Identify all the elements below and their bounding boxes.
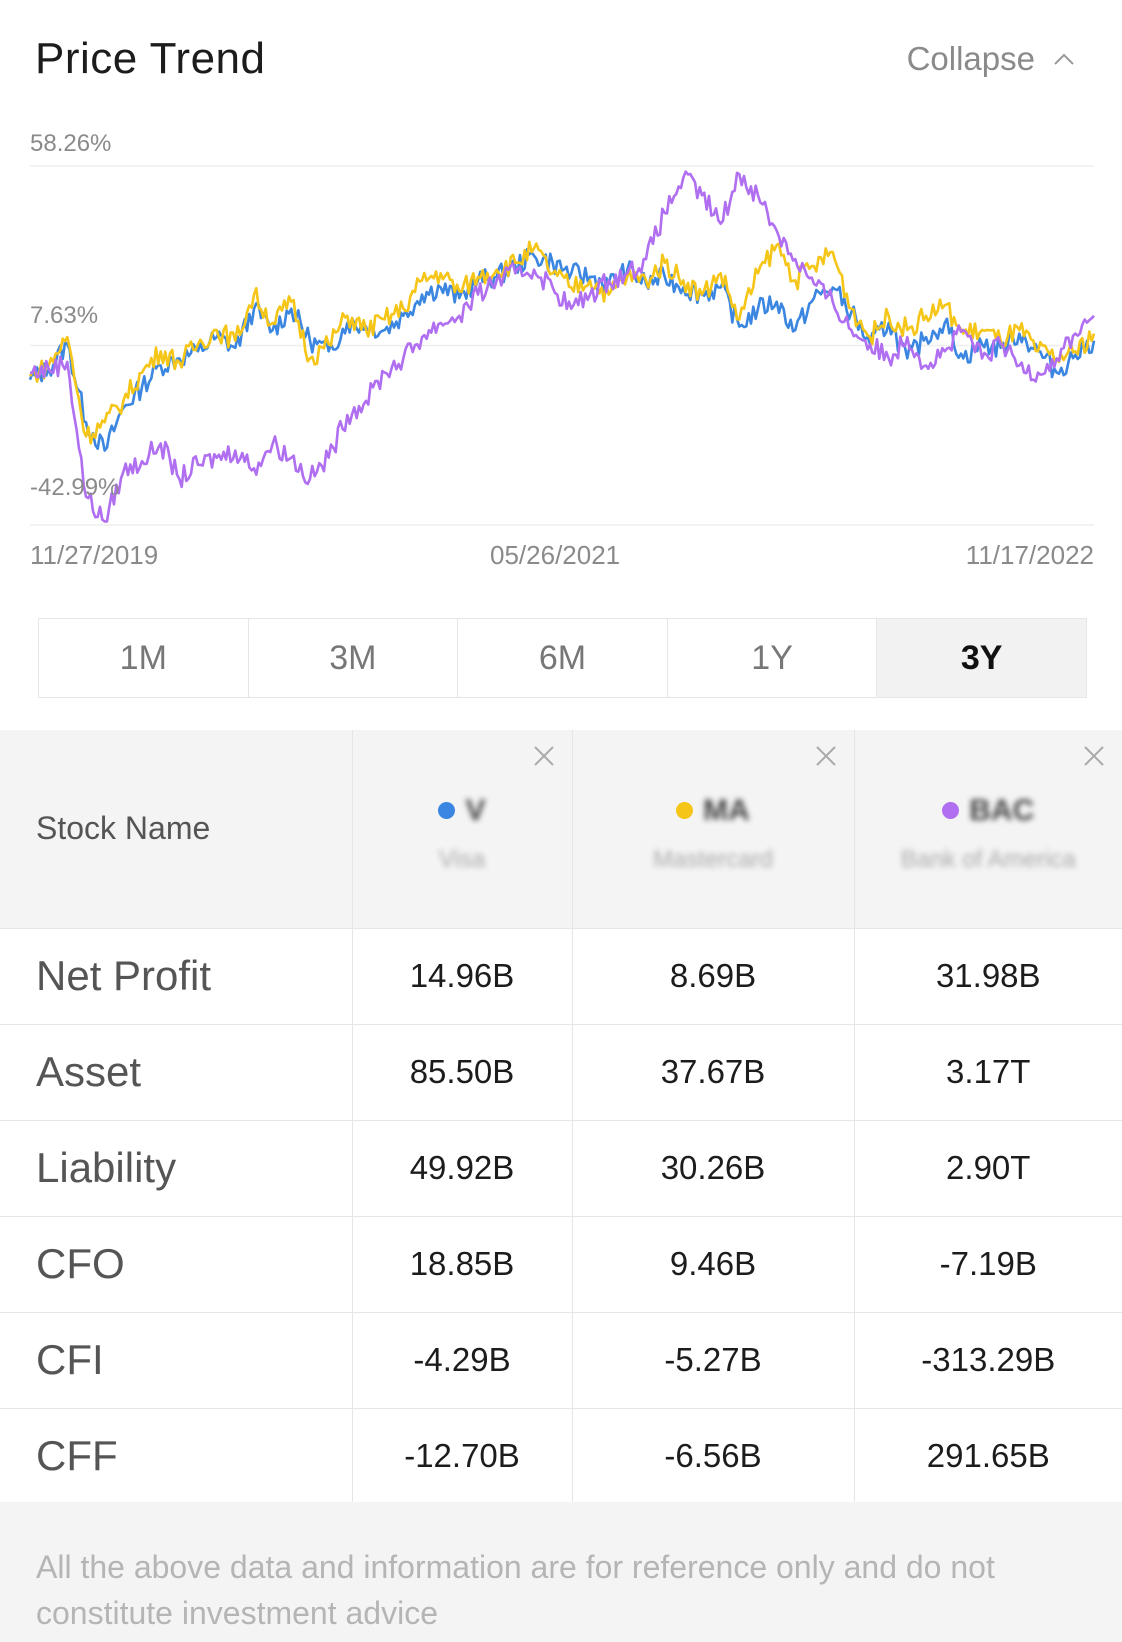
- table-cell: 291.65B: [854, 1408, 1122, 1505]
- table-cell: -4.29B: [352, 1312, 573, 1409]
- x-tick-label-mid: 05/26/2021: [490, 540, 621, 570]
- y-tick-label-mid: 7.63%: [30, 302, 99, 329]
- row-label: Liability: [0, 1120, 353, 1217]
- table-row: CFF -12.70B -6.56B 291.65B: [0, 1408, 1122, 1505]
- y-tick-label-top: 58.26%: [30, 130, 112, 157]
- table-cell: -5.27B: [572, 1312, 855, 1409]
- table-cell: 85.50B: [352, 1024, 573, 1121]
- close-icon[interactable]: [530, 742, 558, 770]
- period-tab-1y[interactable]: 1Y: [668, 619, 878, 697]
- period-tab-1m[interactable]: 1M: [39, 619, 249, 697]
- table-cell: -313.29B: [854, 1312, 1122, 1409]
- stock-ticker: BAC: [969, 793, 1035, 827]
- stock-name-header: Stock Name: [0, 730, 353, 929]
- close-icon[interactable]: [1080, 742, 1108, 770]
- header: Price Trend Collapse: [0, 0, 1122, 120]
- stock-full-name: Visa: [438, 845, 486, 873]
- row-label: Asset: [0, 1024, 353, 1121]
- table-cell: 18.85B: [352, 1216, 573, 1313]
- chart-canvas: [28, 165, 1096, 526]
- table-cell: -7.19B: [854, 1216, 1122, 1313]
- row-label: CFI: [0, 1312, 353, 1409]
- series-line-2: [29, 170, 1095, 523]
- series-color-dot: [942, 802, 960, 820]
- table-row: Net Profit 14.96B 8.69B 31.98B: [0, 928, 1122, 1025]
- table-cell: 2.90T: [854, 1120, 1122, 1217]
- period-selector: 1M 3M 6M 1Y 3Y: [38, 618, 1087, 698]
- series-line-1: [28, 240, 1096, 445]
- table-cell: 14.96B: [352, 928, 573, 1025]
- comparison-table: Stock Name V Visa MA Mastercard BAC Bank…: [0, 730, 1122, 1505]
- table-cell: 31.98B: [854, 928, 1122, 1025]
- y-tick-label-bottom: -42.99%: [30, 474, 120, 501]
- series-color-dot: [438, 802, 456, 820]
- collapse-label: Collapse: [906, 40, 1035, 77]
- table-cell: 8.69B: [572, 928, 855, 1025]
- table-cell: -6.56B: [572, 1408, 855, 1505]
- table-cell: 49.92B: [352, 1120, 573, 1217]
- collapse-button[interactable]: Collapse: [907, 40, 1077, 78]
- stock-column-1: MA Mastercard: [572, 730, 855, 929]
- stock-column-0: V Visa: [352, 730, 573, 929]
- x-tick-label-end: 11/17/2022: [965, 540, 1094, 570]
- stock-column-2: BAC Bank of America: [854, 730, 1122, 929]
- table-cell: 37.67B: [572, 1024, 855, 1121]
- table-row: CFI -4.29B -5.27B -313.29B: [0, 1312, 1122, 1409]
- chevron-up-icon: [1054, 53, 1074, 65]
- stock-full-name: Mastercard: [652, 845, 774, 873]
- period-tab-3y[interactable]: 3Y: [877, 619, 1086, 697]
- disclaimer-text: All the above data and information are f…: [0, 1502, 1122, 1642]
- stock-ticker: MA: [703, 793, 750, 827]
- stock-full-name: Bank of America: [900, 845, 1076, 873]
- period-tab-6m[interactable]: 6M: [458, 619, 668, 697]
- page-title: Price Trend: [35, 34, 266, 83]
- table-cell: -12.70B: [352, 1408, 573, 1505]
- table-cell: 9.46B: [572, 1216, 855, 1313]
- table-row: Asset 85.50B 37.67B 3.17T: [0, 1024, 1122, 1121]
- row-label: CFO: [0, 1216, 353, 1313]
- table-header-row: Stock Name V Visa MA Mastercard BAC Bank…: [0, 730, 1122, 929]
- stock-ticker: V: [465, 793, 486, 827]
- table-cell: 3.17T: [854, 1024, 1122, 1121]
- table-row: CFO 18.85B 9.46B -7.19B: [0, 1216, 1122, 1313]
- x-tick-label-start: 11/27/2019: [30, 540, 159, 570]
- series-color-dot: [676, 802, 694, 820]
- period-tab-3m[interactable]: 3M: [249, 619, 459, 697]
- row-label: Net Profit: [0, 928, 353, 1025]
- table-row: Liability 49.92B 30.26B 2.90T: [0, 1120, 1122, 1217]
- price-trend-chart: 58.26% 7.63% -42.99% 11/27/2019 05/26/20…: [0, 130, 1122, 580]
- table-cell: 30.26B: [572, 1120, 855, 1217]
- close-icon[interactable]: [812, 742, 840, 770]
- series-line-0: [28, 248, 1096, 452]
- row-label: CFF: [0, 1408, 353, 1505]
